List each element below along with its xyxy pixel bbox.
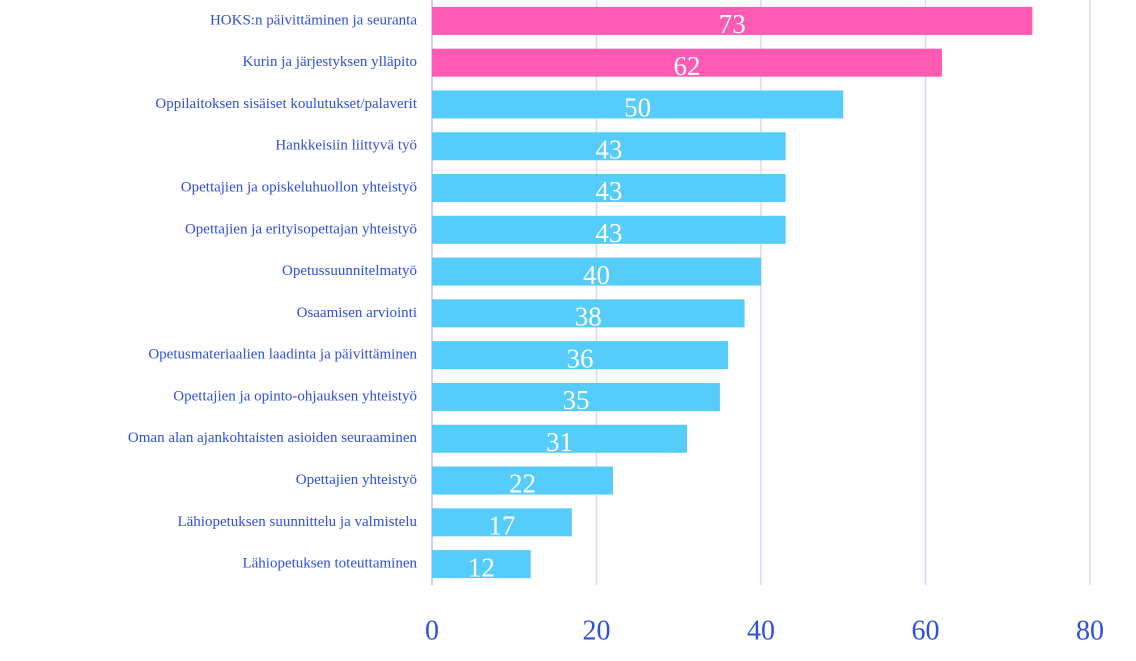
category-label: Opettajien yhteistyö: [296, 472, 417, 488]
value-label: 17: [488, 511, 515, 541]
category-label: Osaamisen arviointi: [297, 305, 417, 321]
category-label: Kurin ja järjestyksen ylläpito: [242, 54, 417, 70]
x-tick-label: 40: [747, 615, 775, 646]
x-tick-label: 80: [1076, 615, 1104, 646]
category-label: Lähiopetuksen toteuttaminen: [242, 556, 417, 572]
category-label: Opetusmateriaalien laadinta ja päivittäm…: [148, 347, 417, 363]
bar: [432, 257, 761, 286]
value-label: 35: [562, 385, 589, 415]
bar: [432, 90, 844, 119]
category-label: Lähiopetuksen suunnittelu ja valmistelu: [177, 514, 417, 530]
value-label: 40: [583, 260, 610, 290]
category-label: Opettajien ja opinto-ohjauksen yhteistyö: [173, 388, 417, 404]
value-label: 43: [595, 218, 622, 248]
value-label: 38: [575, 302, 602, 332]
value-label: 12: [468, 552, 495, 582]
bar: [432, 341, 729, 370]
category-label: Hankkeisiin liittyvä työ: [275, 138, 417, 154]
x-tick-label: 60: [912, 615, 940, 646]
bar: [432, 508, 572, 537]
value-label: 50: [624, 93, 651, 123]
value-label: 22: [509, 469, 536, 499]
bar: [432, 424, 687, 453]
category-label: Oman alan ajankohtaisten asioiden seuraa…: [128, 430, 418, 446]
category-label: Opettajien ja erityisopettajan yhteistyö: [185, 221, 417, 237]
value-label: 73: [719, 9, 746, 39]
bar: [432, 299, 745, 328]
value-label: 36: [567, 343, 594, 373]
bar: [432, 215, 786, 244]
value-label: 31: [546, 427, 573, 457]
value-label: 62: [673, 51, 700, 81]
category-label: HOKS:n päivittäminen ja seuranta: [210, 12, 417, 28]
category-label: Opetussuunnitelmatyö: [282, 263, 417, 279]
bar: [432, 466, 613, 495]
bar: [432, 550, 531, 579]
bar: [432, 382, 720, 411]
value-label: 43: [595, 176, 622, 206]
x-tick-label: 0: [425, 615, 439, 646]
bar: [432, 48, 942, 77]
value-label: 43: [595, 134, 622, 164]
category-label: Opettajien ja opiskeluhuollon yhteistyö: [181, 179, 417, 195]
x-tick-label: 20: [583, 615, 611, 646]
category-label: Oppilaitoksen sisäiset koulutukset/palav…: [155, 96, 417, 112]
bar: [432, 174, 786, 203]
bar: [432, 6, 1033, 35]
bar: [432, 132, 786, 161]
